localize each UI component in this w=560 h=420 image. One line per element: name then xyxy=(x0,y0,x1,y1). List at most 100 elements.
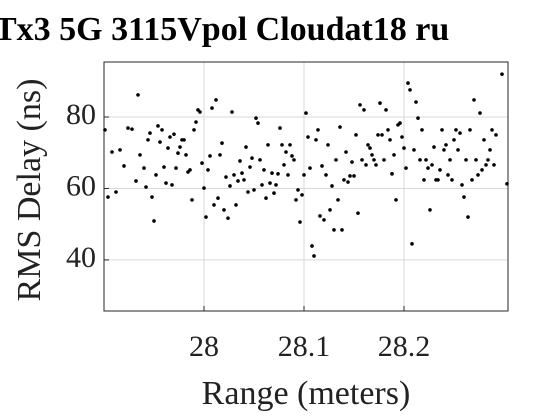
y-axis-label: RMS Delay (ns) xyxy=(11,79,48,302)
point xyxy=(470,178,474,182)
point xyxy=(398,121,402,125)
point xyxy=(492,163,496,167)
point xyxy=(412,148,416,152)
point xyxy=(238,159,242,163)
point xyxy=(386,128,390,132)
x-tick-label: 28.2 xyxy=(378,330,431,363)
y-tick-label: 40 xyxy=(66,241,96,274)
point xyxy=(240,171,244,175)
point xyxy=(154,173,158,177)
point xyxy=(482,138,486,142)
point xyxy=(210,106,214,110)
point xyxy=(364,163,368,167)
point xyxy=(198,110,202,114)
point xyxy=(362,108,366,112)
point xyxy=(236,179,240,183)
point xyxy=(330,184,334,188)
point xyxy=(306,135,310,139)
point xyxy=(356,211,360,215)
point xyxy=(354,133,358,137)
point xyxy=(454,128,458,132)
point xyxy=(324,173,328,177)
point xyxy=(136,93,140,97)
point xyxy=(248,165,252,169)
point xyxy=(394,198,398,202)
point xyxy=(340,228,344,232)
point xyxy=(336,198,340,202)
point xyxy=(290,154,294,158)
point xyxy=(274,183,278,187)
point xyxy=(440,128,444,132)
point xyxy=(388,138,392,142)
point xyxy=(422,178,426,182)
point xyxy=(106,195,110,199)
point xyxy=(110,150,114,154)
point xyxy=(232,173,236,177)
point xyxy=(246,190,250,194)
point xyxy=(360,158,364,162)
point xyxy=(462,195,466,199)
point xyxy=(292,158,296,162)
point xyxy=(118,148,122,152)
point xyxy=(416,116,420,120)
point xyxy=(202,186,206,190)
point xyxy=(310,244,314,248)
point xyxy=(218,153,222,157)
point xyxy=(318,214,322,218)
point xyxy=(184,153,188,157)
point xyxy=(332,228,336,232)
point xyxy=(164,181,168,185)
point xyxy=(308,166,312,170)
point xyxy=(188,168,192,172)
point xyxy=(392,153,396,157)
point xyxy=(418,158,422,162)
point xyxy=(144,185,148,189)
point xyxy=(174,166,178,170)
point xyxy=(316,128,320,132)
point xyxy=(326,143,330,147)
point xyxy=(148,131,152,135)
point xyxy=(296,188,300,192)
chart-title: Tx3 5G 3115Vpol Cloudat18 ru xyxy=(0,11,449,48)
y-tick-label: 80 xyxy=(66,98,96,131)
point xyxy=(314,138,318,142)
point xyxy=(426,166,430,170)
point xyxy=(376,133,380,137)
point xyxy=(160,128,164,132)
point xyxy=(338,125,342,129)
point xyxy=(348,174,352,178)
point xyxy=(486,158,490,162)
x-axis-label: Range (meters) xyxy=(202,375,411,412)
point xyxy=(214,98,218,102)
point xyxy=(228,184,232,188)
point xyxy=(334,158,338,162)
point xyxy=(484,163,488,167)
point xyxy=(242,178,246,182)
point xyxy=(230,110,234,114)
point xyxy=(406,81,410,85)
point xyxy=(408,88,412,92)
point xyxy=(288,143,292,147)
point xyxy=(370,153,374,157)
point xyxy=(152,219,156,223)
point xyxy=(490,128,494,132)
point xyxy=(438,168,442,172)
point xyxy=(460,183,464,187)
point xyxy=(382,158,386,162)
point xyxy=(402,146,406,150)
point xyxy=(478,111,482,115)
point xyxy=(458,131,462,135)
point xyxy=(468,128,472,132)
point xyxy=(130,127,134,131)
point xyxy=(138,153,142,157)
point xyxy=(204,215,208,219)
x-tick-label: 28 xyxy=(189,330,219,363)
point xyxy=(500,72,504,76)
point xyxy=(270,171,274,175)
point xyxy=(384,108,388,112)
point xyxy=(266,143,270,147)
point xyxy=(302,173,306,177)
point xyxy=(260,183,264,187)
point xyxy=(162,165,166,169)
